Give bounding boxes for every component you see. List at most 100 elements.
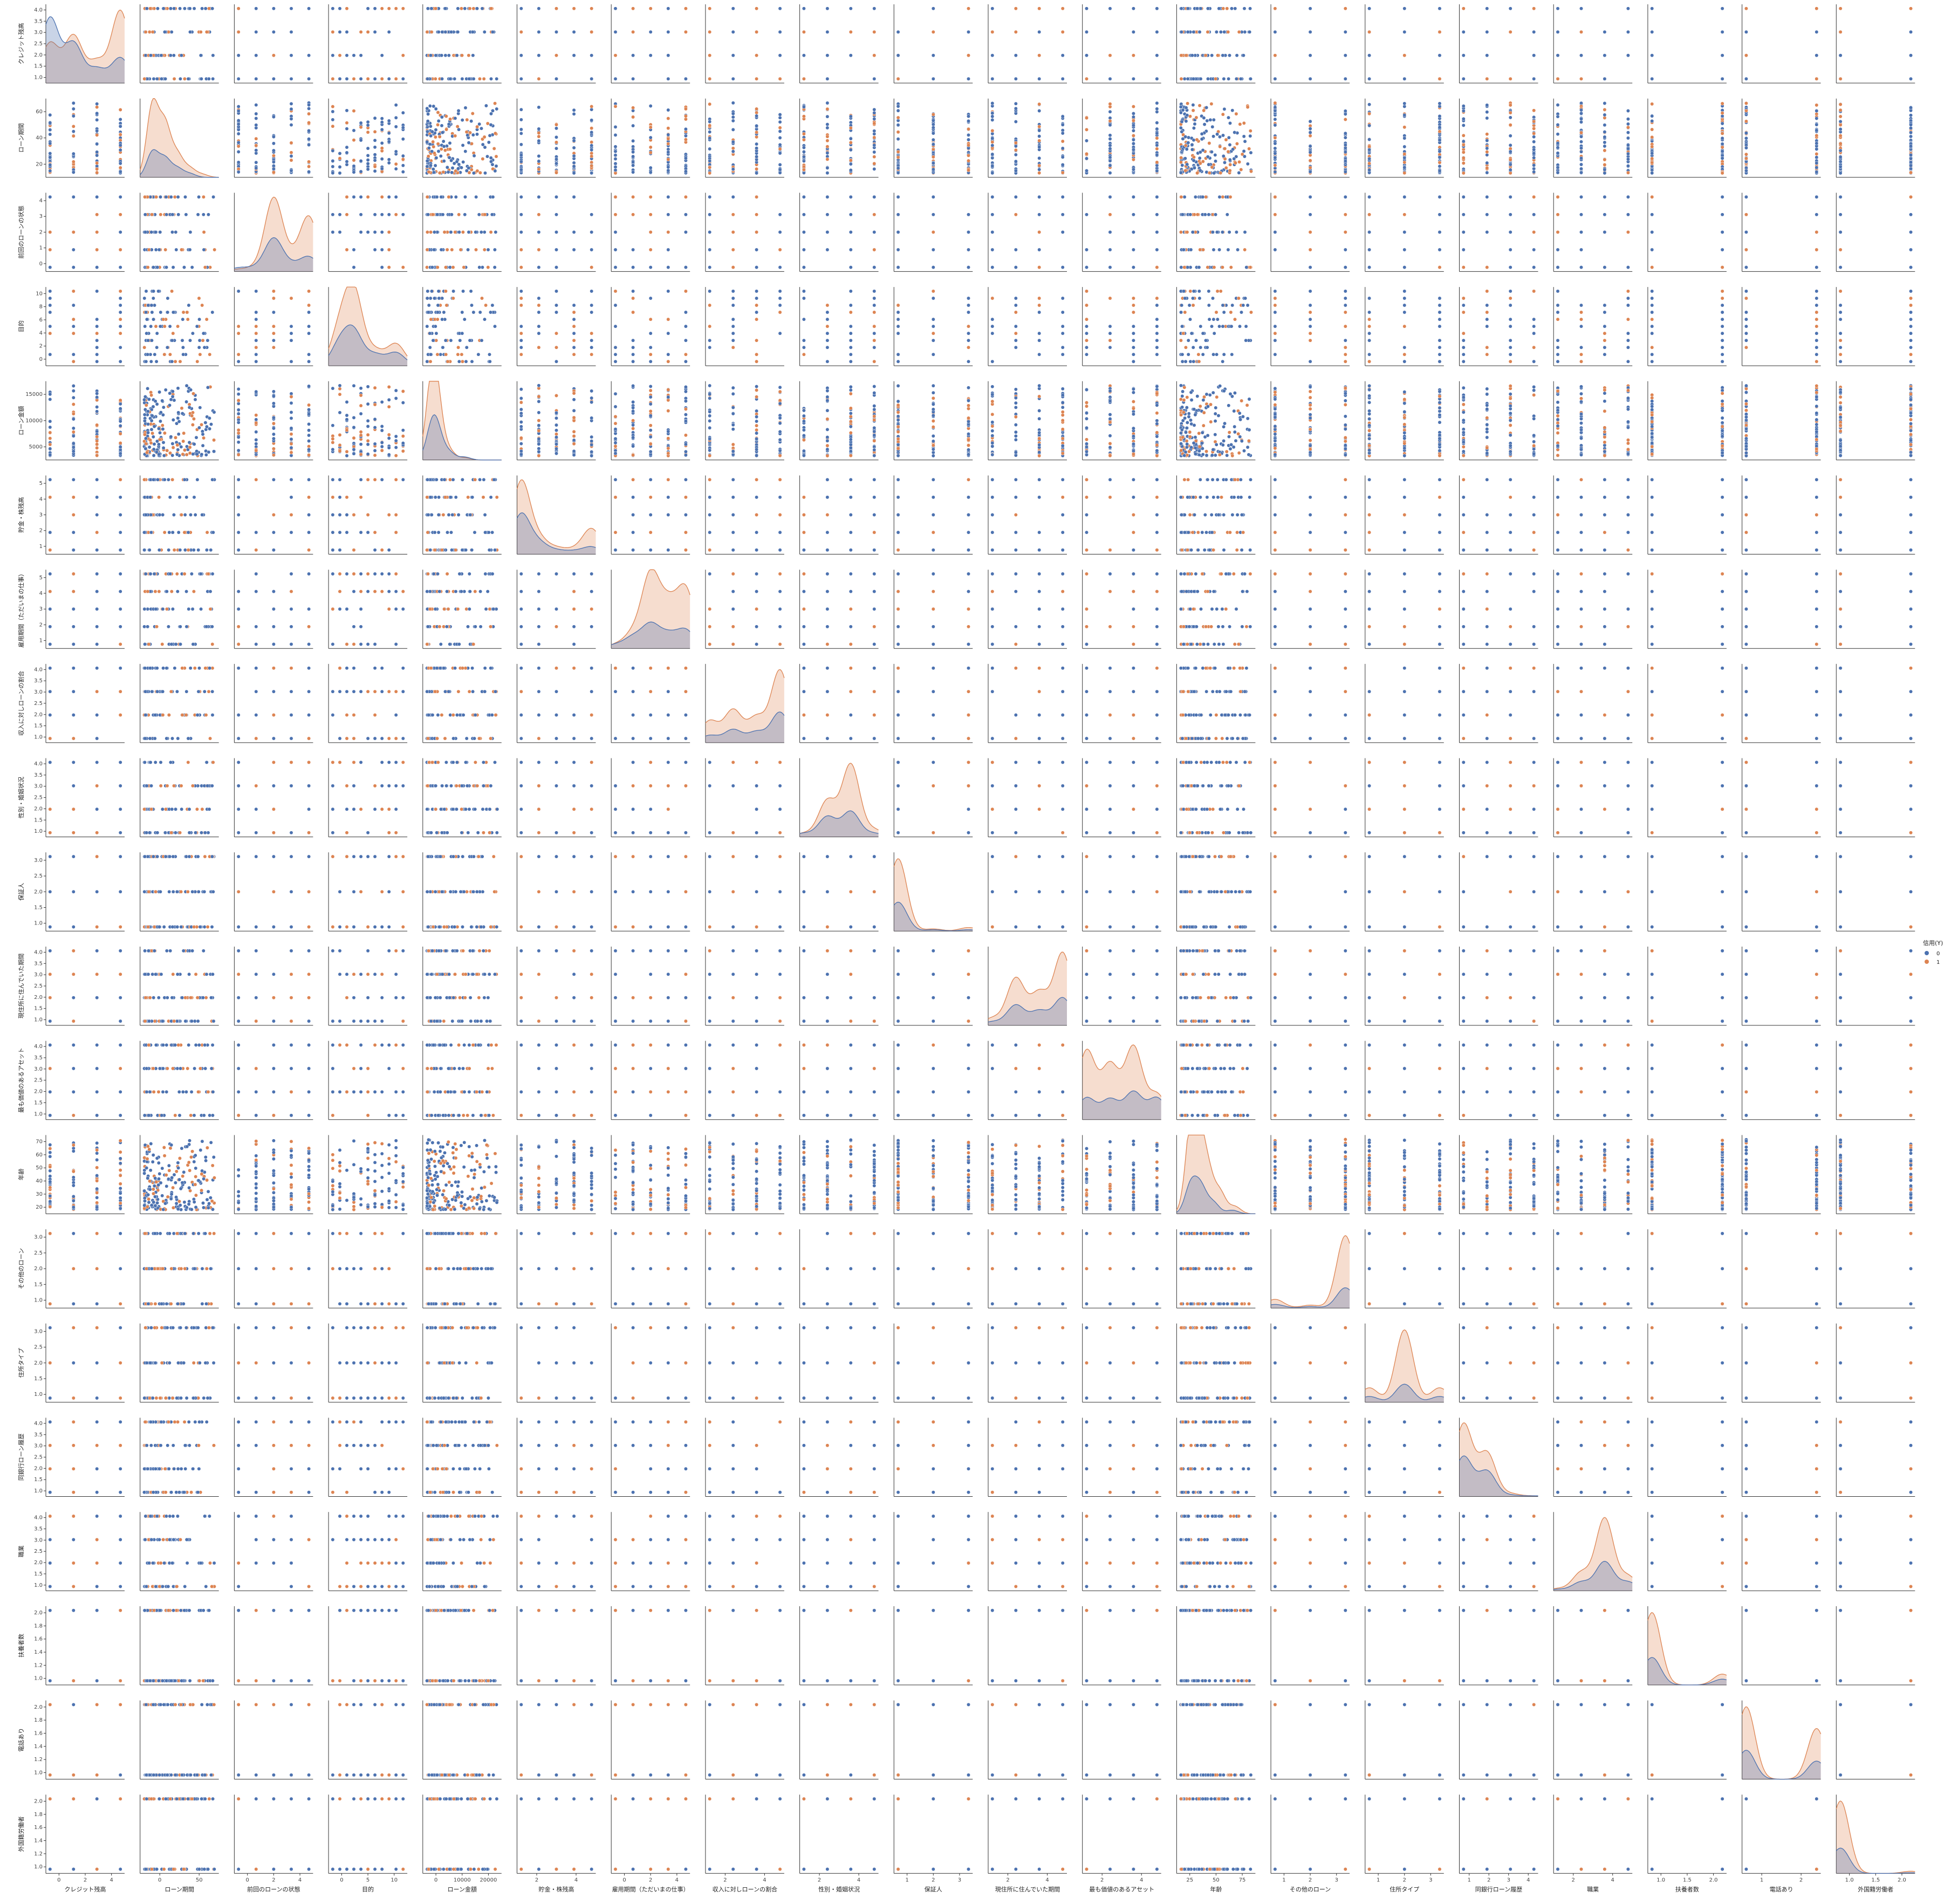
scatter-point	[272, 77, 275, 80]
scatter-point	[436, 123, 439, 126]
scatter-point	[1403, 102, 1406, 105]
scatter-point	[537, 54, 540, 57]
scatter-point	[1744, 7, 1748, 10]
scatter-point	[1309, 159, 1312, 162]
scatter-point	[1438, 126, 1441, 129]
panel-0-5	[517, 4, 596, 83]
panel-0-4	[423, 4, 502, 83]
scatter-point	[401, 138, 405, 141]
scatter-point	[932, 77, 935, 80]
scatter-point	[1061, 163, 1064, 166]
scatter-point	[667, 7, 670, 10]
scatter-point	[1839, 7, 1842, 10]
scatter-point	[1014, 153, 1017, 156]
scatter-point	[200, 7, 203, 10]
scatter-point	[572, 172, 576, 175]
scatter-point	[1532, 148, 1536, 151]
scatter-point	[352, 170, 355, 174]
scatter-point	[731, 7, 735, 10]
scatter-point	[572, 108, 576, 112]
scatter-point	[494, 132, 497, 135]
scatter-point	[440, 147, 443, 150]
scatter-point	[1603, 54, 1606, 57]
scatter-point	[180, 248, 183, 251]
scatter-point	[849, 30, 852, 33]
scatter-point	[873, 136, 876, 139]
scatter-point	[156, 7, 159, 10]
scatter-point	[1192, 109, 1195, 112]
scatter-point	[1438, 77, 1441, 80]
scatter-point	[199, 54, 202, 57]
scatter-point	[1839, 134, 1842, 137]
scatter-point	[778, 77, 782, 80]
scatter-point	[173, 7, 176, 10]
scatter-point	[1132, 124, 1135, 127]
scatter-point	[387, 30, 391, 33]
scatter-point	[802, 54, 805, 57]
scatter-point	[429, 125, 432, 128]
scatter-point	[464, 149, 467, 153]
scatter-point	[631, 30, 634, 33]
scatter-point	[873, 122, 876, 125]
scatter-point	[1403, 30, 1406, 33]
scatter-point	[1651, 7, 1654, 10]
scatter-point	[1205, 106, 1208, 109]
scatter-point	[255, 148, 258, 152]
scatter-point	[649, 166, 652, 169]
scatter-point	[1155, 7, 1159, 10]
scatter-point	[1215, 30, 1218, 33]
scatter-point	[1108, 164, 1112, 167]
scatter-point	[1235, 112, 1238, 115]
scatter-point	[1909, 153, 1912, 156]
scatter-point	[1108, 134, 1112, 137]
scatter-point	[72, 101, 75, 105]
y-tick-label: 60	[36, 109, 43, 115]
panel-0-16	[1553, 4, 1632, 83]
scatter-point	[1579, 146, 1583, 149]
scatter-point	[146, 265, 149, 269]
scatter-point	[1839, 102, 1842, 106]
scatter-point	[614, 125, 617, 128]
scatter-point	[444, 30, 447, 33]
scatter-point	[1061, 140, 1064, 143]
scatter-point	[1815, 7, 1818, 10]
scatter-point	[967, 138, 970, 141]
scatter-point	[380, 128, 384, 131]
scatter-point	[1243, 30, 1247, 33]
scatter-point	[373, 30, 376, 33]
scatter-point	[873, 155, 876, 159]
scatter-point	[991, 143, 994, 147]
scatter-point	[932, 138, 935, 141]
scatter-point	[170, 30, 173, 33]
scatter-point	[211, 195, 215, 198]
scatter-point	[1509, 124, 1512, 127]
scatter-point	[667, 117, 670, 120]
scatter-point	[49, 230, 52, 234]
scatter-point	[437, 30, 440, 33]
scatter-point	[345, 121, 348, 125]
scatter-point	[1309, 30, 1312, 33]
scatter-point	[380, 141, 384, 145]
scatter-point	[614, 30, 617, 33]
scatter-point	[175, 248, 178, 251]
scatter-point	[802, 150, 805, 153]
scatter-point	[590, 144, 593, 147]
scatter-point	[1579, 171, 1583, 174]
scatter-point	[401, 111, 405, 114]
scatter-point	[1246, 105, 1249, 108]
scatter-point	[1651, 152, 1654, 155]
scatter-point	[572, 7, 576, 10]
scatter-point	[1274, 142, 1277, 145]
scatter-point	[49, 121, 52, 125]
scatter-point	[373, 169, 376, 173]
y-axis-label: ローン期間	[18, 123, 25, 152]
scatter-point	[1462, 134, 1465, 137]
scatter-point	[307, 121, 310, 124]
scatter-point	[1061, 123, 1064, 126]
scatter-point	[1014, 77, 1017, 80]
scatter-point	[1909, 106, 1912, 109]
scatter-point	[474, 248, 477, 251]
scatter-point	[631, 164, 634, 167]
scatter-point	[802, 77, 805, 80]
scatter-point	[471, 112, 474, 115]
